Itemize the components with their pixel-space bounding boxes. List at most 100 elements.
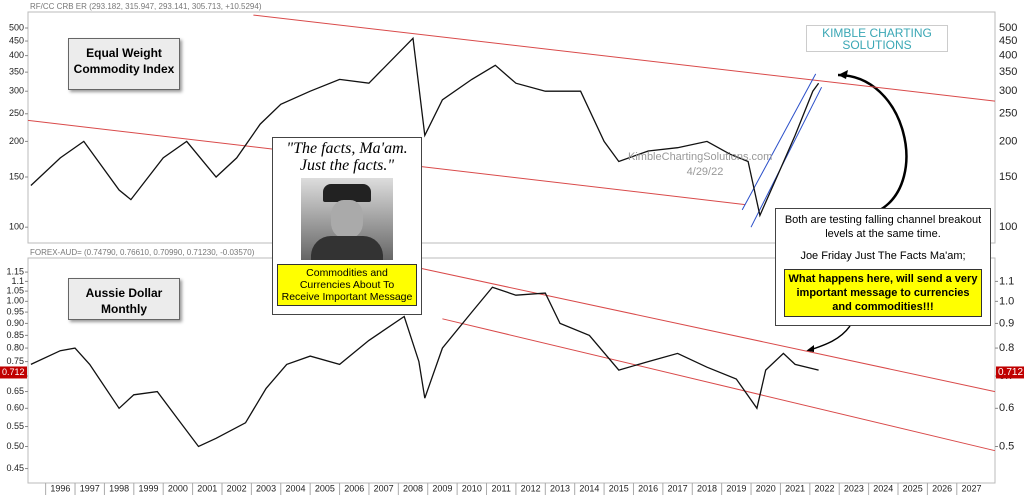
x-tick-label: 2019 — [726, 483, 746, 493]
photo-face — [331, 200, 363, 238]
y-tick-label: 1.00 — [6, 296, 24, 306]
arrow-head — [806, 345, 814, 352]
arrow — [837, 73, 908, 212]
y-tick-label: 0.65 — [6, 386, 24, 396]
x-tick-label: 2009 — [432, 483, 452, 493]
y-tick-label: 200 — [999, 135, 1017, 147]
x-tick-label: 1999 — [138, 483, 158, 493]
y-tick-label: 0.85 — [6, 330, 24, 340]
title-box: Equal Weight Commodity Index — [68, 38, 180, 90]
last-value-marker — [996, 366, 1024, 379]
bottom-frame — [27, 257, 996, 484]
title: Commodity Index — [73, 62, 175, 76]
arrow-head — [838, 70, 848, 79]
y-tick-label: 0.45 — [6, 463, 24, 473]
x-tick-label: 2021 — [785, 483, 805, 493]
y-tick-label: 0.80 — [6, 342, 24, 352]
y-tick-label: 0.50 — [6, 441, 24, 451]
channel-line — [392, 261, 996, 393]
x-tick-label: 2002 — [227, 483, 247, 493]
logo-text: SOLUTIONS — [842, 38, 912, 52]
note: Joe Friday Just The Facts Ma'am; — [800, 250, 966, 262]
y-tick-label: 500 — [9, 22, 24, 32]
y2-tick-label: 0.9 — [999, 317, 1014, 329]
x-tick-label: 2022 — [815, 483, 835, 493]
quote-caption: Commodities and Currencies About To Rece… — [277, 264, 417, 306]
photo — [301, 178, 393, 260]
x-tick-label: 2023 — [844, 483, 864, 493]
panel-header: FOREX-AUD= (0.74790, 0.76610, 0.70990, 0… — [30, 248, 255, 257]
note: Both are testing falling channel breakou… — [784, 214, 982, 240]
y-tick-label: 250 — [9, 108, 24, 118]
y-tick-label: 350 — [9, 67, 24, 77]
y-tick-label: 500 — [999, 22, 1017, 34]
x-tick-label: 2014 — [579, 483, 599, 493]
x-tick-label: 2018 — [697, 483, 717, 493]
x-tick-label: 2010 — [462, 483, 482, 493]
channel-line — [750, 86, 823, 228]
x-tick-label: 2001 — [197, 483, 217, 493]
y2-tick-label: 1.0 — [999, 295, 1014, 307]
logo: KIMBLE CHARTING SOLUTIONS — [806, 25, 948, 52]
y-tick-label: 0.90 — [6, 318, 24, 328]
title: Monthly — [101, 302, 147, 316]
y-tick-label: 350 — [999, 66, 1017, 78]
y2-tick-label: 0.6 — [999, 402, 1014, 414]
y-tick-label: 1.05 — [6, 286, 24, 296]
x-tick-label: 2016 — [638, 483, 658, 493]
title: Aussie Dollar — [85, 286, 163, 300]
y-tick-label: 150 — [9, 171, 24, 181]
last-value-label: 0.712 — [2, 367, 25, 377]
y-tick-label: 150 — [999, 171, 1017, 183]
quote-line: "The facts, Ma'am. — [286, 140, 408, 157]
last-value-marker — [0, 366, 27, 379]
quote-box: "The facts, Ma'am. Just the facts." Comm… — [272, 137, 422, 315]
note-box: Both are testing falling channel breakou… — [775, 208, 991, 326]
y-tick-label: 400 — [9, 50, 24, 60]
arrow — [809, 325, 851, 351]
y-tick-label: 250 — [999, 108, 1017, 120]
watermark: KimbleChartingSolutions.com — [628, 151, 773, 163]
price-line — [30, 36, 820, 218]
x-tick-label: 2006 — [344, 483, 364, 493]
x-tick-label: 2013 — [550, 483, 570, 493]
x-tick-label: 2017 — [668, 483, 688, 493]
y-tick-label: 200 — [9, 136, 24, 146]
x-tick-label: 2000 — [168, 483, 188, 493]
photo-hat — [323, 184, 371, 202]
quote-line: Just the facts." — [299, 157, 395, 174]
y-tick-label: 1.1 — [11, 276, 24, 286]
date: 4/29/22 — [686, 166, 724, 178]
title-box: Aussie Dollar Monthly — [68, 278, 180, 320]
x-tick-label: 1998 — [109, 483, 129, 493]
note-highlight: What happens here, will send a very impo… — [784, 269, 982, 317]
y2-tick-label: 1.1 — [999, 275, 1014, 287]
x-tick-label: 2011 — [492, 483, 511, 493]
y-tick-label: 300 — [999, 85, 1017, 97]
x-tick-label: 1997 — [80, 483, 100, 493]
y-tick-label: 400 — [999, 50, 1017, 62]
top-frame — [27, 11, 996, 244]
y-tick-label: 100 — [999, 221, 1017, 233]
x-tick-label: 2012 — [521, 483, 541, 493]
quote: "The facts, Ma'am. Just the facts." — [273, 140, 421, 174]
y-tick-label: 100 — [9, 222, 24, 232]
price-line — [30, 286, 819, 448]
title: Equal Weight — [86, 46, 162, 60]
logo-text: KIMBLE CHARTING — [822, 26, 932, 40]
x-tick-label: 2005 — [315, 483, 335, 493]
x-tick-label: 2007 — [374, 483, 394, 493]
y-tick-label: 0.75 — [6, 356, 24, 366]
panel-header: RF/CC CRB ER (293.182, 315.947, 293.141,… — [30, 2, 262, 11]
x-tick-label: 2004 — [285, 483, 305, 493]
photo-body — [311, 236, 383, 260]
x-tick-label: 2003 — [256, 483, 276, 493]
channel-line — [741, 73, 817, 211]
x-tick-label: 2025 — [903, 483, 923, 493]
y-tick-label: 300 — [9, 86, 24, 96]
y-tick-label: 0.95 — [6, 306, 24, 316]
y-tick-label: 450 — [9, 35, 24, 45]
x-tick-label: 1996 — [50, 483, 70, 493]
